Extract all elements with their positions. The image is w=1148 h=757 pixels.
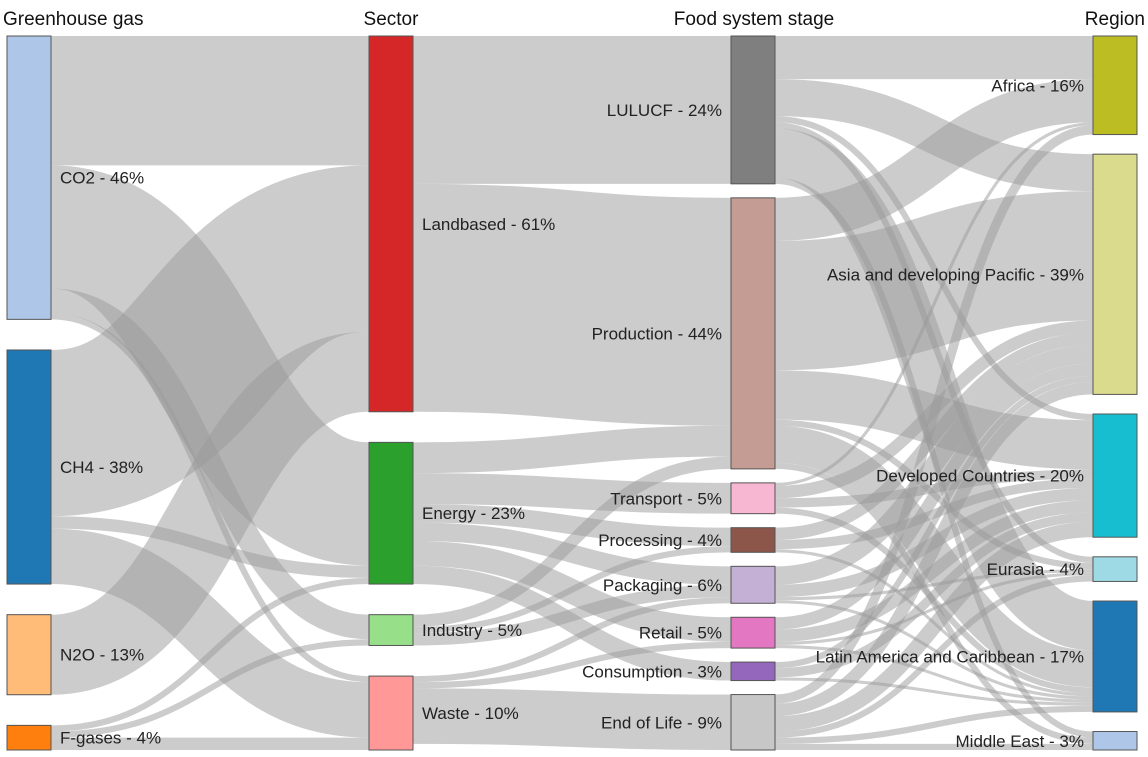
- node-co2: [6, 35, 52, 320]
- link-retail-eurasia: [774, 572, 1094, 645]
- link-retail-asia: [774, 363, 1094, 630]
- node-packaging: [730, 565, 776, 604]
- link-packaging-eurasia: [774, 569, 1094, 601]
- node-label-retail: Retail - 5%: [639, 624, 722, 643]
- link-waste-endoflife: [412, 688, 732, 750]
- node-label-latam: Latin America and Caribbean - 17%: [816, 647, 1084, 666]
- node-label-n2o: N2O - 13%: [60, 646, 144, 665]
- node-production: [730, 197, 776, 470]
- link-endoflife-africa: [774, 125, 1094, 704]
- link-layer: [47, 35, 1096, 751]
- link-processing-developed: [774, 478, 1094, 550]
- link-ch4-waste: [50, 528, 370, 738]
- link-packaging-asia: [774, 345, 1094, 585]
- node-consumption: [730, 661, 776, 682]
- node-label-production: Production - 44%: [592, 324, 722, 343]
- node-n2o: [6, 614, 52, 696]
- node-label-fgas: F-gases - 4%: [60, 729, 161, 748]
- column-title-region: Region: [1085, 9, 1145, 30]
- link-processing-asia: [774, 332, 1094, 540]
- node-mideast: [1092, 731, 1138, 751]
- link-fgas-energy: [50, 577, 370, 732]
- label-layer: CO2 - 46% CH4 - 38% N2O - 13% F-gases - 4% L…: [60, 76, 1084, 750]
- node-processing: [730, 527, 776, 553]
- link-transport-africa: [774, 122, 1094, 486]
- link-retail-developed: [774, 500, 1094, 642]
- link-ch4-land: [47, 165, 373, 517]
- link-industry-processing: [412, 546, 732, 634]
- link-endoflife-asia: [774, 382, 1094, 717]
- node-transport: [730, 482, 776, 515]
- node-asia: [1092, 153, 1138, 395]
- link-lulucf-latam: [772, 128, 1096, 651]
- column-title-gas: Greenhouse gas: [3, 9, 144, 30]
- link-consumption-asia: [774, 375, 1094, 669]
- node-label-africa: Africa - 16%: [991, 76, 1084, 95]
- link-energy-transport: [412, 473, 732, 514]
- link-industry-production: [412, 456, 732, 627]
- link-energy-processing: [412, 503, 732, 547]
- link-endoflife-eurasia: [774, 575, 1094, 738]
- node-land: [368, 35, 414, 413]
- link-land-production: [412, 183, 732, 426]
- node-label-industry: Industry - 5%: [422, 621, 522, 640]
- node-label-consumption: Consumption - 3%: [582, 662, 722, 681]
- node-label-endoflife: End of Life - 9%: [601, 713, 722, 732]
- node-label-eurasia: Eurasia - 4%: [987, 560, 1084, 579]
- link-n2o-land: [48, 331, 372, 695]
- node-layer: [6, 35, 1138, 751]
- node-label-processing: Processing - 4%: [598, 531, 722, 550]
- node-eurasia: [1092, 556, 1138, 582]
- link-consumption-latam: [774, 677, 1094, 706]
- node-industry: [368, 614, 414, 646]
- node-label-asia: Asia and developing Pacific - 39%: [827, 265, 1084, 284]
- link-endoflife-developed: [774, 521, 1094, 732]
- node-waste: [368, 675, 414, 751]
- node-retail: [730, 616, 776, 649]
- node-label-lulucf: LULUCF - 24%: [607, 101, 722, 120]
- node-endoflife: [730, 694, 776, 751]
- node-label-land: Landbased - 61%: [422, 215, 555, 234]
- node-label-waste: Waste - 10%: [422, 704, 519, 723]
- link-waste-retail: [412, 641, 732, 689]
- node-lulucf: [730, 35, 776, 185]
- node-latam: [1092, 600, 1138, 713]
- column-title-sector: Sector: [364, 9, 420, 30]
- node-label-co2: CO2 - 46%: [60, 169, 144, 188]
- link-production-africa: [774, 79, 1094, 241]
- column-title-stage: Food system stage: [674, 9, 835, 30]
- link-energy-production: [412, 425, 732, 474]
- node-label-mideast: Middle East - 3%: [956, 732, 1085, 751]
- link-energy-packaging: [412, 522, 732, 585]
- column-title-layer: Greenhouse gas Sector Food system stage …: [3, 9, 1145, 30]
- link-production-asia: [774, 191, 1094, 371]
- link-endoflife-latam: [774, 705, 1094, 744]
- node-africa: [1092, 35, 1138, 136]
- node-label-packaging: Packaging - 6%: [603, 576, 722, 595]
- node-label-energy: Energy - 23%: [422, 504, 525, 523]
- link-industry-packaging: [412, 584, 732, 646]
- link-waste-packaging: [412, 597, 732, 683]
- node-energy: [368, 441, 414, 585]
- node-fgas: [6, 724, 52, 751]
- node-developed: [1092, 413, 1138, 538]
- node-ch4: [6, 349, 52, 585]
- node-label-developed: Developed Countries - 20%: [876, 467, 1084, 486]
- link-energy-consumption: [412, 565, 732, 681]
- link-fgas-industry: [50, 639, 370, 738]
- node-label-ch4: CH4 - 38%: [60, 458, 143, 477]
- node-label-transport: Transport - 5%: [610, 489, 722, 508]
